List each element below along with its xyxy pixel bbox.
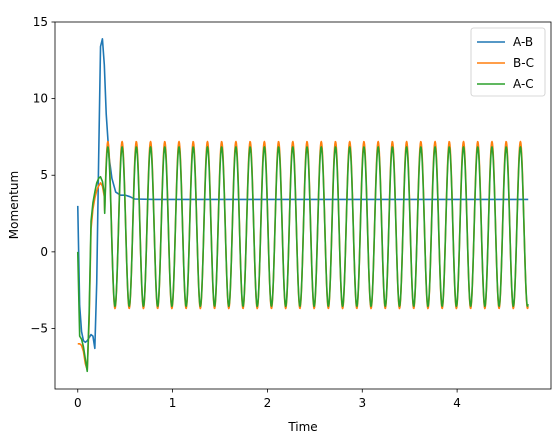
legend: A-B B-C A-C: [470, 27, 546, 97]
series-line-a-c: [76, 146, 529, 373]
x-tick-label: 0: [74, 396, 82, 410]
x-axis-title: Time: [287, 420, 317, 434]
y-axis-title: Momentum: [7, 171, 21, 239]
y-tick-label: 10: [33, 92, 48, 106]
x-tick-label: 1: [169, 396, 177, 410]
plot-frame: [54, 21, 552, 390]
legend-label: B-C: [513, 56, 534, 70]
series-layer: [76, 38, 529, 373]
legend-label: A-B: [513, 35, 533, 49]
x-tick-label: 4: [453, 396, 461, 410]
x-tick-label: 2: [264, 396, 272, 410]
legend-label: A-C: [513, 77, 534, 91]
legend-frame: [470, 27, 546, 97]
y-tick-label: 15: [33, 15, 48, 29]
y-tick-label: 5: [40, 168, 48, 182]
y-tick-label: 0: [40, 245, 48, 259]
series-line-a-b: [76, 38, 529, 350]
ticks-layer: 0 1 2 3 4 −5 0 5 10 15: [30, 15, 461, 410]
y-tick-label: −5: [30, 321, 48, 335]
x-tick-label: 3: [358, 396, 366, 410]
